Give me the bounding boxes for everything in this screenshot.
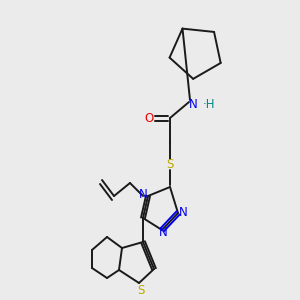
Text: O: O [144, 112, 154, 124]
Text: ·H: ·H [203, 98, 215, 112]
Text: S: S [137, 284, 145, 296]
Text: N: N [178, 206, 188, 220]
Text: N: N [139, 188, 147, 202]
Text: N: N [159, 226, 167, 239]
Text: N: N [189, 98, 197, 112]
Text: S: S [166, 158, 174, 172]
